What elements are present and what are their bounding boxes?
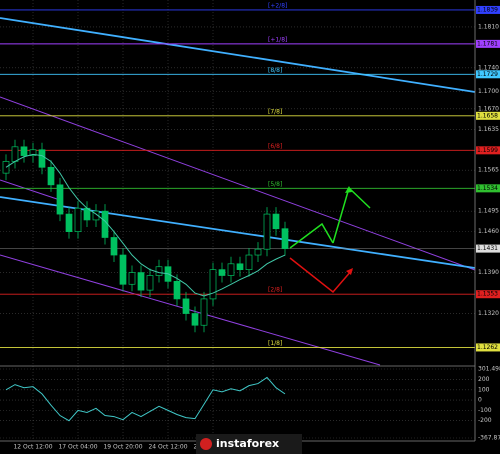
candle-body [137,272,145,291]
candle-body [263,213,271,250]
trend-line [0,17,476,93]
watermark-bg [196,434,302,454]
candle-body [74,207,82,232]
axis-tag: 1.1599 [477,147,498,154]
level-name: [7/8] [268,108,282,115]
candle-body [272,213,280,230]
arrow-head [345,186,352,193]
candle-body [110,237,118,256]
candle-body [191,313,199,326]
candle-body [56,184,64,215]
indicator-tick-label: -100 [478,407,492,414]
candle-body [47,166,55,186]
axis-tag-bg [476,244,500,253]
channel-line [0,96,476,271]
candle-body [29,149,37,156]
level-name: [5/8] [268,181,282,188]
y-tick-label: 1.1700 [478,88,499,95]
axis-tag-bg [476,5,500,14]
axis-tag-bg [476,70,500,79]
watermark-text: instaforex [216,437,279,450]
x-tick-label: 17 Oct 04:00 [58,444,97,451]
level-name: [+2/8] [268,2,287,9]
axis-tag-bg [476,290,500,299]
candle-body [254,248,262,256]
axis-tag: 1.1781 [477,40,498,47]
candle-body [38,149,46,168]
y-tick-label: 1.1460 [478,228,499,235]
axis-tag: 1.1839 [477,6,498,13]
candle-body [128,272,136,285]
channel-line [0,179,61,201]
axis-tag-bg [476,343,500,352]
axis-tag: 1.1353 [477,291,498,298]
candle-body [281,228,289,249]
candle-body [209,269,217,300]
y-tick-label: 1.1565 [478,167,499,174]
forecast-arrow-down [289,257,353,294]
y-tick-label: 1.1495 [478,208,499,215]
y-tick-label: 1.1320 [478,310,499,317]
candle-body [227,263,235,276]
axis-tag-bg [476,184,500,193]
arrow-head [346,268,353,275]
moving-average [5,153,286,297]
candle-body [218,269,226,276]
x-tick-label: 12 Oct 12:00 [13,444,52,451]
level-name: [+1/8] [268,36,287,43]
candle-body [245,254,253,271]
y-tick-label: 1.1810 [478,23,499,30]
level-name: [6/8] [268,143,282,150]
y-tick-label: 1.1635 [478,126,499,133]
candle-body [146,275,154,291]
y-tick-label: 1.1390 [478,269,499,276]
axis-tag-bg [476,146,500,155]
indicator-tick-label: -367.870 [478,435,500,442]
channel-line [0,254,381,366]
level-name: [2/8] [268,287,282,294]
axis-tag-bg [476,39,500,48]
logo-icon [200,438,212,450]
level-name: [8/8] [268,67,282,74]
indicator-tick-label: 0 [478,397,482,404]
candle-body [119,254,127,285]
x-tick-label: 24 Oct 12:00 [148,444,187,451]
indicator-tick-label: -200 [478,417,492,424]
axis-tag: 1.1534 [477,185,498,192]
candle-body [182,298,190,314]
y-tick-label: 1.1670 [478,105,499,112]
candle-body [11,146,19,162]
axis-tag: 1.1658 [477,112,498,119]
y-tick-label: 1.1740 [478,64,499,71]
levels: [+2/8] 1.1839 [+1/8] 1.1781 [8/8] 1.1729 [7/8]… [0,2,500,352]
indicator-tick-label: 200 [478,376,490,383]
indicator-tick-label: 100 [478,386,490,393]
axis-tag: 1.1262 [477,344,498,351]
current-price-tag: 1.1431 [477,245,498,252]
indicator-line [5,376,286,422]
candle-body [236,263,244,271]
candle-body [155,266,163,276]
axis-tag: 1.1729 [477,71,498,78]
candle-body [20,146,28,156]
candles [2,139,289,333]
forecast-arrow-up [289,222,334,249]
indicator-tick-label: 301.498 [478,366,500,373]
x-tick-label: 19 Oct 20:00 [103,444,142,451]
level-name: [1/8] [268,340,282,347]
candle-body [92,210,100,221]
candle-body [200,298,208,326]
axis-tag-bg [476,111,500,120]
candle-body [173,281,181,300]
candle-body [65,213,73,232]
watermark: instaforex [196,434,302,454]
